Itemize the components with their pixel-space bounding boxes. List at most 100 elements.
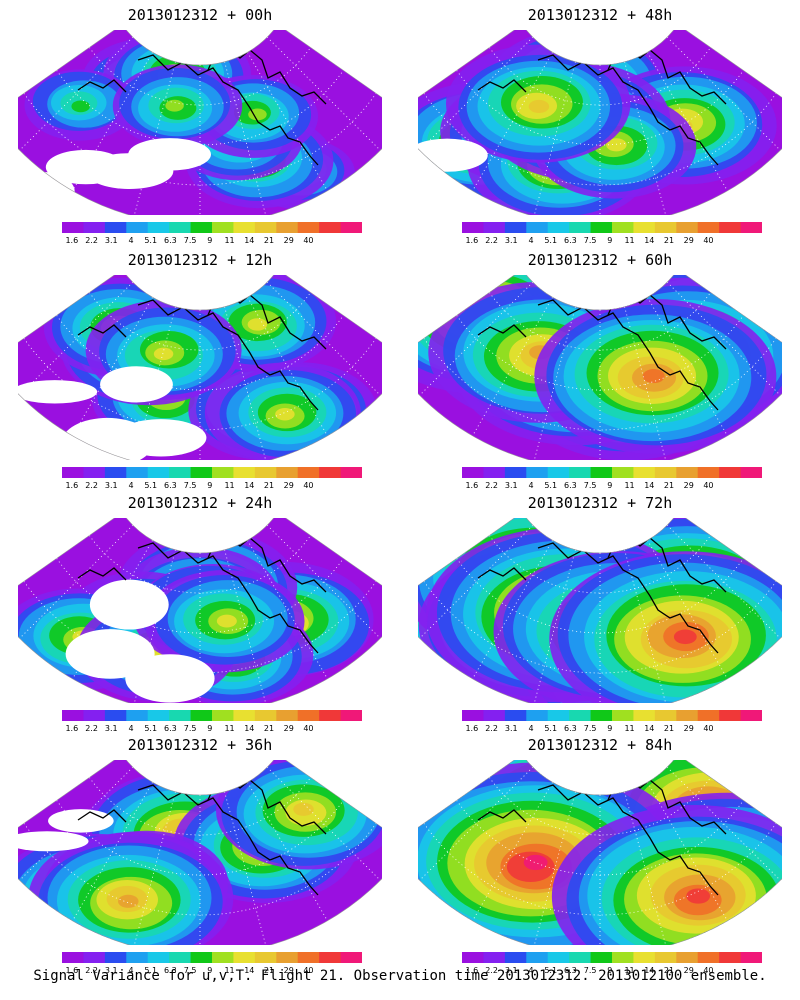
colorbar-label: 6.3 bbox=[164, 966, 177, 975]
colorbar-label: 3.1 bbox=[504, 724, 518, 733]
colorbar-label: 11 bbox=[624, 481, 635, 490]
colorbar-swatch bbox=[526, 952, 549, 963]
colorbar-label: 21 bbox=[663, 966, 675, 975]
colorbar-swatch bbox=[340, 710, 362, 721]
colorbar-swatch bbox=[126, 952, 149, 963]
colorbar-swatch bbox=[126, 710, 149, 721]
colorbar-swatch bbox=[719, 710, 742, 721]
forecast-panel: 2013012312 + 60h 1.6 2.2 3.1 4 5.1 6.3 7.5 9 11 14… bbox=[400, 245, 800, 490]
colorbar-label: 40 bbox=[703, 481, 714, 490]
colorbar bbox=[62, 467, 362, 478]
colorbar-swatch bbox=[319, 222, 342, 233]
colorbar-label: 21 bbox=[263, 966, 275, 975]
variance-map bbox=[18, 760, 382, 945]
colorbar-label: 2.2 bbox=[485, 236, 498, 245]
forecast-panel: 2013012312 + 48h 1.6 2.2 3.1 4 5.1 6.3 7.5 9 11 14… bbox=[400, 0, 800, 245]
colorbar-swatch bbox=[462, 952, 484, 963]
colorbar-swatch bbox=[340, 467, 362, 478]
colorbar-label: 4 bbox=[528, 724, 534, 733]
colorbar-label: 4 bbox=[528, 481, 534, 490]
colorbar-label: 14 bbox=[644, 966, 655, 975]
colorbar-swatch bbox=[633, 952, 656, 963]
colorbar-label: 40 bbox=[303, 481, 314, 490]
variance-map bbox=[418, 30, 782, 215]
colorbar-swatch bbox=[147, 710, 170, 721]
colorbar-label: 1.6 bbox=[465, 966, 479, 975]
colorbar bbox=[62, 952, 362, 963]
colorbar-swatch bbox=[276, 952, 299, 963]
colorbar-label: 40 bbox=[303, 236, 314, 245]
colorbar-swatch bbox=[190, 467, 213, 478]
colorbar-swatch bbox=[526, 710, 549, 721]
colorbar-swatch bbox=[104, 222, 127, 233]
colorbar-labels: 1.6 2.2 3.1 4 5.1 6.3 7.5 9 11 14 21 29 40 bbox=[50, 966, 370, 978]
colorbar-label: 40 bbox=[303, 966, 314, 975]
colorbar-swatch bbox=[276, 222, 299, 233]
panel-title: 2013012312 + 12h bbox=[127, 251, 273, 269]
colorbar-label: 3.1 bbox=[504, 236, 518, 245]
colorbar-swatch bbox=[697, 952, 720, 963]
figure-caption: Signal Variance for u,v,T. Flight 21. Ob… bbox=[33, 968, 767, 984]
colorbar-label: 1.6 bbox=[65, 236, 79, 245]
colorbar-swatch bbox=[526, 467, 549, 478]
colorbar-label: 11 bbox=[224, 236, 235, 245]
colorbar-label: 21 bbox=[663, 481, 675, 490]
colorbar-swatch bbox=[526, 222, 549, 233]
colorbar-swatch bbox=[212, 710, 234, 721]
colorbar-label: 3.1 bbox=[504, 481, 518, 490]
colorbar-swatch bbox=[62, 952, 84, 963]
colorbar-label: 11 bbox=[624, 236, 635, 245]
colorbar-swatch bbox=[504, 467, 527, 478]
colorbar-swatch bbox=[104, 467, 127, 478]
colorbar-label: 29 bbox=[283, 966, 294, 975]
colorbar-swatch bbox=[83, 952, 106, 963]
colorbar-swatch bbox=[612, 710, 634, 721]
colorbar-swatch bbox=[654, 467, 677, 478]
colorbar-swatch bbox=[340, 222, 362, 233]
colorbar-label: 40 bbox=[703, 724, 714, 733]
colorbar-swatch bbox=[697, 710, 720, 721]
colorbar-label: 21 bbox=[263, 724, 275, 733]
colorbar-swatch bbox=[697, 222, 720, 233]
colorbar-label: 9 bbox=[207, 966, 213, 975]
colorbar-swatch bbox=[62, 710, 84, 721]
colorbar-label: 2.2 bbox=[85, 236, 98, 245]
colorbar-label: 29 bbox=[683, 724, 694, 733]
colorbar-label: 21 bbox=[663, 236, 675, 245]
colorbar-swatch bbox=[547, 467, 570, 478]
colorbar-label: 29 bbox=[283, 724, 294, 733]
colorbar bbox=[462, 952, 762, 963]
colorbar-swatch bbox=[319, 710, 342, 721]
colorbar-label: 2.2 bbox=[485, 481, 498, 490]
colorbar-swatch bbox=[483, 222, 506, 233]
colorbar-swatch bbox=[104, 952, 127, 963]
colorbar bbox=[462, 467, 762, 478]
colorbar-swatch bbox=[547, 710, 570, 721]
colorbar-swatch bbox=[190, 710, 213, 721]
colorbar bbox=[462, 222, 762, 233]
colorbar-labels: 1.6 2.2 3.1 4 5.1 6.3 7.5 9 11 14 21 29 40 bbox=[450, 481, 770, 493]
colorbar-label: 11 bbox=[224, 724, 235, 733]
variance-map bbox=[18, 275, 382, 460]
colorbar-swatch bbox=[233, 222, 256, 233]
variance-map bbox=[18, 518, 382, 703]
colorbar-label: 21 bbox=[263, 236, 275, 245]
colorbar-label: 14 bbox=[644, 481, 655, 490]
colorbar-label: 2.2 bbox=[85, 724, 98, 733]
colorbar-label: 2.2 bbox=[485, 966, 498, 975]
colorbar-swatch bbox=[483, 467, 506, 478]
colorbar bbox=[62, 222, 362, 233]
colorbar-swatch bbox=[83, 222, 106, 233]
colorbar-swatch bbox=[147, 222, 170, 233]
colorbar-swatch bbox=[104, 710, 127, 721]
forecast-panel: 2013012312 + 84h 1.6 2.2 3.1 4 5.1 6.3 7.5 9 11 14… bbox=[400, 730, 800, 975]
colorbar-labels: 1.6 2.2 3.1 4 5.1 6.3 7.5 9 11 14 21 29 40 bbox=[450, 966, 770, 978]
colorbar-label: 2.2 bbox=[485, 724, 498, 733]
colorbar-swatch bbox=[590, 467, 613, 478]
colorbar-label: 7.5 bbox=[183, 481, 197, 490]
colorbar-swatch bbox=[697, 467, 720, 478]
colorbar-label: 1.6 bbox=[65, 481, 79, 490]
colorbar-label: 29 bbox=[683, 481, 694, 490]
colorbar-label: 11 bbox=[224, 966, 235, 975]
colorbar bbox=[62, 710, 362, 721]
